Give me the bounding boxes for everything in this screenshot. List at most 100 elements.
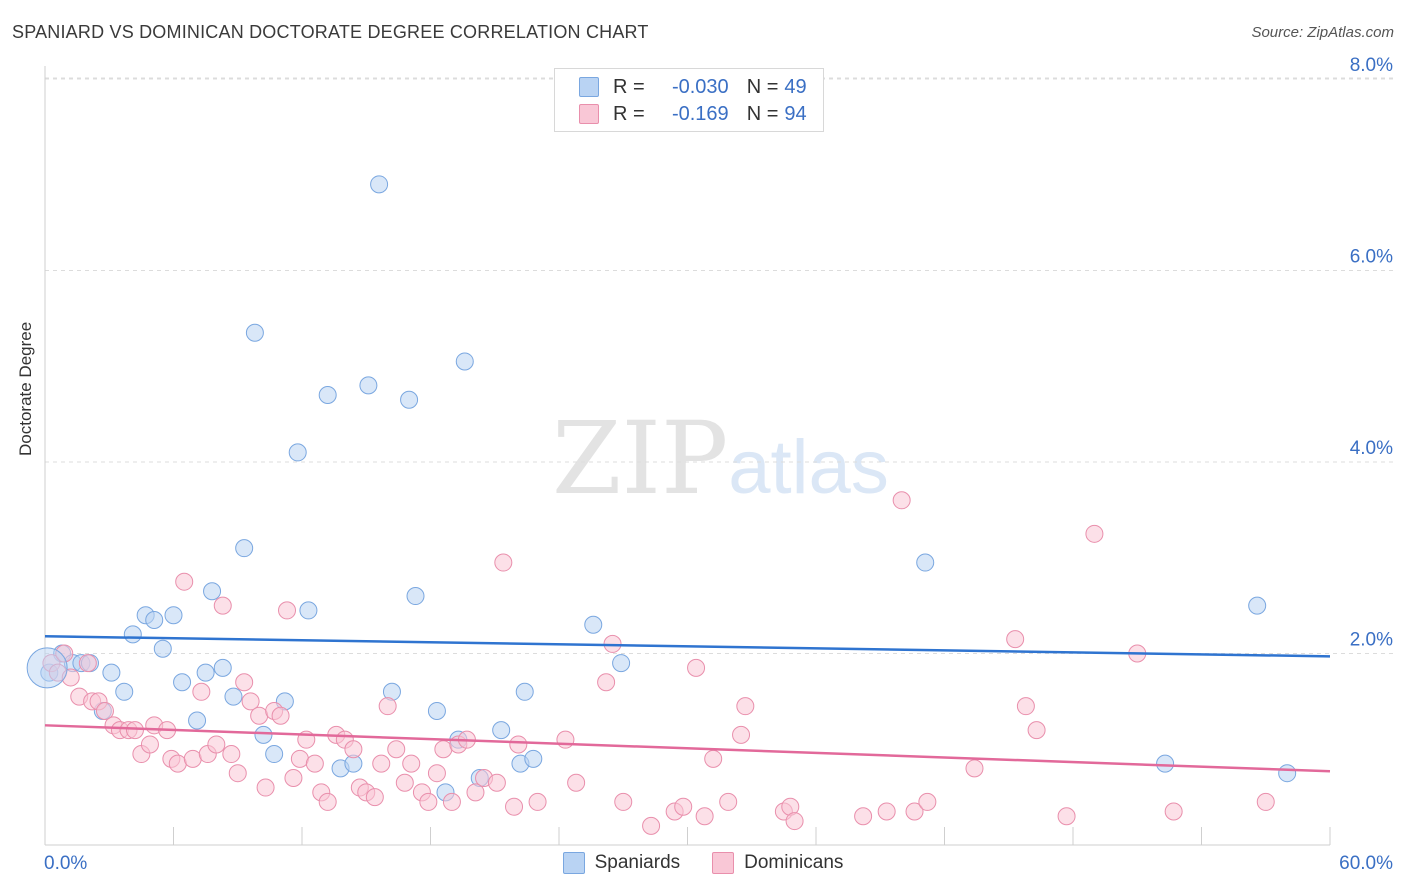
dominican-point (854, 807, 873, 826)
spaniard-point (288, 443, 307, 462)
series-legend-dominicans[interactable]: Dominicans (712, 852, 843, 874)
x-tick-label: 0.0% (44, 853, 87, 874)
dominican-point (505, 797, 524, 816)
legend-n-label: N = (746, 102, 779, 125)
dominican-point (213, 596, 232, 615)
dominican-point (877, 802, 896, 821)
dominican-point (207, 735, 226, 754)
dominican-point (250, 706, 269, 725)
spaniard-point (359, 376, 378, 395)
spaniard-point (400, 390, 419, 409)
legend-n-value: 49 (784, 75, 807, 98)
dominican-point (1057, 807, 1076, 826)
y-tick-label: 6.0% (1350, 247, 1393, 268)
chart-title: SPANIARD VS DOMINICAN DOCTORATE DEGREE C… (12, 22, 649, 42)
dominican-point (528, 792, 547, 811)
spaniard-point (299, 601, 318, 620)
spaniard-point (213, 658, 232, 677)
spaniard-point (524, 749, 543, 768)
dominican-point (372, 754, 391, 773)
dominican-point (344, 740, 363, 759)
dominican-point (509, 735, 528, 754)
dominican-point (168, 754, 187, 773)
spaniard-point (427, 701, 446, 720)
spaniard-point (173, 673, 192, 692)
spaniard-point (26, 647, 68, 689)
spaniard-point (235, 539, 254, 558)
dominican-point (427, 764, 446, 783)
spaniard-point (584, 615, 603, 634)
dominican-point (241, 692, 260, 711)
legend-r-label: R = (613, 102, 645, 125)
spaniard-point (164, 606, 183, 625)
dominican-point (687, 658, 706, 677)
spaniard-point (265, 745, 284, 764)
dominican-point (892, 491, 911, 510)
dominican-point (1085, 524, 1104, 543)
dominican-point (614, 792, 633, 811)
series-swatch-spaniards (562, 852, 585, 874)
dominican-point (719, 792, 738, 811)
spaniard-point (153, 639, 172, 658)
dominican-point (395, 773, 414, 792)
series-legend-label: Spaniards (594, 852, 681, 873)
dominican-point (434, 740, 453, 759)
dominican-point (466, 783, 485, 802)
spaniard-point (188, 711, 207, 730)
series-legend-label: Dominicans (744, 852, 844, 873)
dominican-point (284, 768, 303, 787)
legend-swatch-dominicans (579, 104, 599, 124)
dominican-point (278, 601, 297, 620)
dominican-point (732, 725, 751, 744)
dominican-point (183, 749, 202, 768)
spaniard-point (1248, 596, 1267, 615)
dominican-point (235, 673, 254, 692)
legend-row-dominicans: R = -0.169 N = 94 (579, 102, 807, 126)
dominican-point (222, 745, 241, 764)
legend-swatch-spaniards (579, 77, 599, 97)
series-swatch-dominicans (712, 852, 735, 874)
spaniard-point (1156, 754, 1175, 773)
dominican-point (494, 553, 513, 572)
spaniard-point (224, 687, 243, 706)
watermark-zip: ZIP (552, 400, 729, 517)
y-tick-label: 4.0% (1350, 438, 1393, 459)
spaniard-point (370, 175, 389, 194)
spaniard-point (455, 352, 474, 371)
dominican-point (228, 764, 247, 783)
spaniard-point (145, 610, 164, 629)
legend: R = -0.030 N = 49 R = -0.169 N = 94 (554, 68, 824, 132)
spaniard-point (245, 323, 264, 342)
dominican-point (387, 740, 406, 759)
legend-n-value: 94 (784, 102, 807, 125)
y-axis-label: Doctorate Degree (16, 321, 35, 456)
legend-row-spaniards: R = -0.030 N = 49 (579, 75, 807, 99)
dominican-point (175, 572, 194, 591)
dominican-point (256, 778, 275, 797)
spaniard-point (115, 682, 134, 701)
source-label: Source: ZipAtlas.com (1251, 24, 1394, 41)
dominican-point (597, 673, 616, 692)
legend-r-value: -0.169 (671, 102, 729, 125)
dominican-point (487, 773, 506, 792)
series-legend-spaniards[interactable]: Spaniards (562, 852, 681, 874)
dominican-point (419, 792, 438, 811)
dominican-point (674, 797, 693, 816)
spaniard-trendline (44, 635, 1331, 658)
watermark-atlas: atlas (728, 425, 889, 510)
spaniard-point (916, 553, 935, 572)
dominican-point (785, 812, 804, 831)
dominican-point (736, 697, 755, 716)
dominican-point (695, 807, 714, 826)
spaniard-point (515, 682, 534, 701)
spaniard-point (1278, 764, 1297, 783)
dominican-point (305, 754, 324, 773)
spaniard-point (492, 721, 511, 740)
dominican-point (556, 730, 575, 749)
spaniard-point (254, 725, 273, 744)
dominican-point (642, 816, 661, 835)
spaniard-point (203, 582, 222, 601)
y-tick-label: 8.0% (1350, 55, 1393, 76)
dominican-point (125, 721, 144, 740)
dominican-trendline (44, 724, 1331, 773)
